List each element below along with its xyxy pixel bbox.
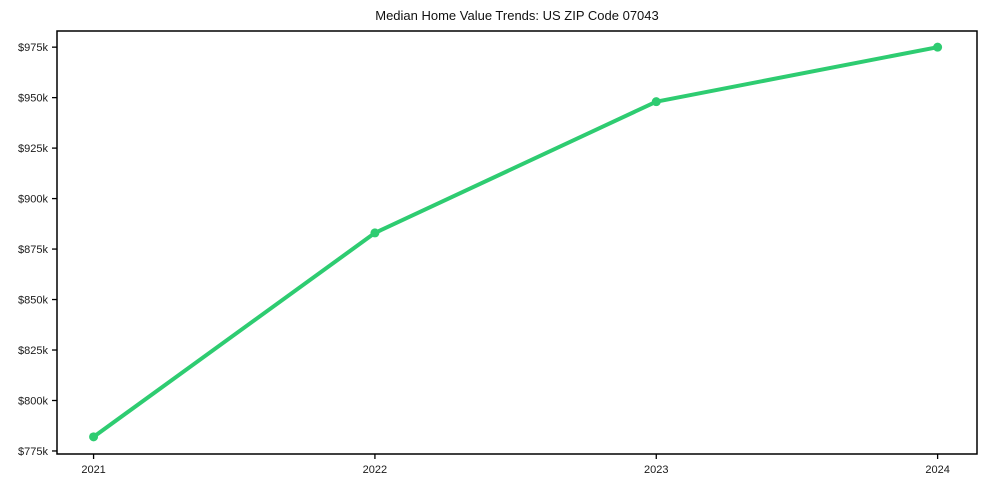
plot-frame [56,30,978,455]
y-axis-tick-label: $975k [18,42,48,54]
y-axis-tick-label: $825k [18,345,48,357]
x-axis-tick-label: 2023 [644,464,668,476]
y-axis-tick-label: $925k [18,143,48,155]
data-point-marker [370,228,380,238]
y-axis-tick-label: $875k [18,244,48,256]
data-point-marker [933,42,943,52]
x-axis-tick-label: 2021 [81,464,105,476]
data-point-marker [651,97,661,107]
trend-line [91,45,940,439]
y-axis-tick-label: $775k [18,446,48,458]
y-axis-tick-label: $800k [18,395,48,407]
x-axis-tick-label: 2022 [363,464,387,476]
y-axis-tick-label: $850k [18,294,48,306]
chart-title: Median Home Value Trends: US ZIP Code 07… [375,8,659,23]
x-axis-tick-label: 2024 [925,464,949,476]
data-point-marker [89,432,99,442]
y-axis-tick-label: $900k [18,193,48,205]
y-axis-tick-label: $950k [18,92,48,104]
